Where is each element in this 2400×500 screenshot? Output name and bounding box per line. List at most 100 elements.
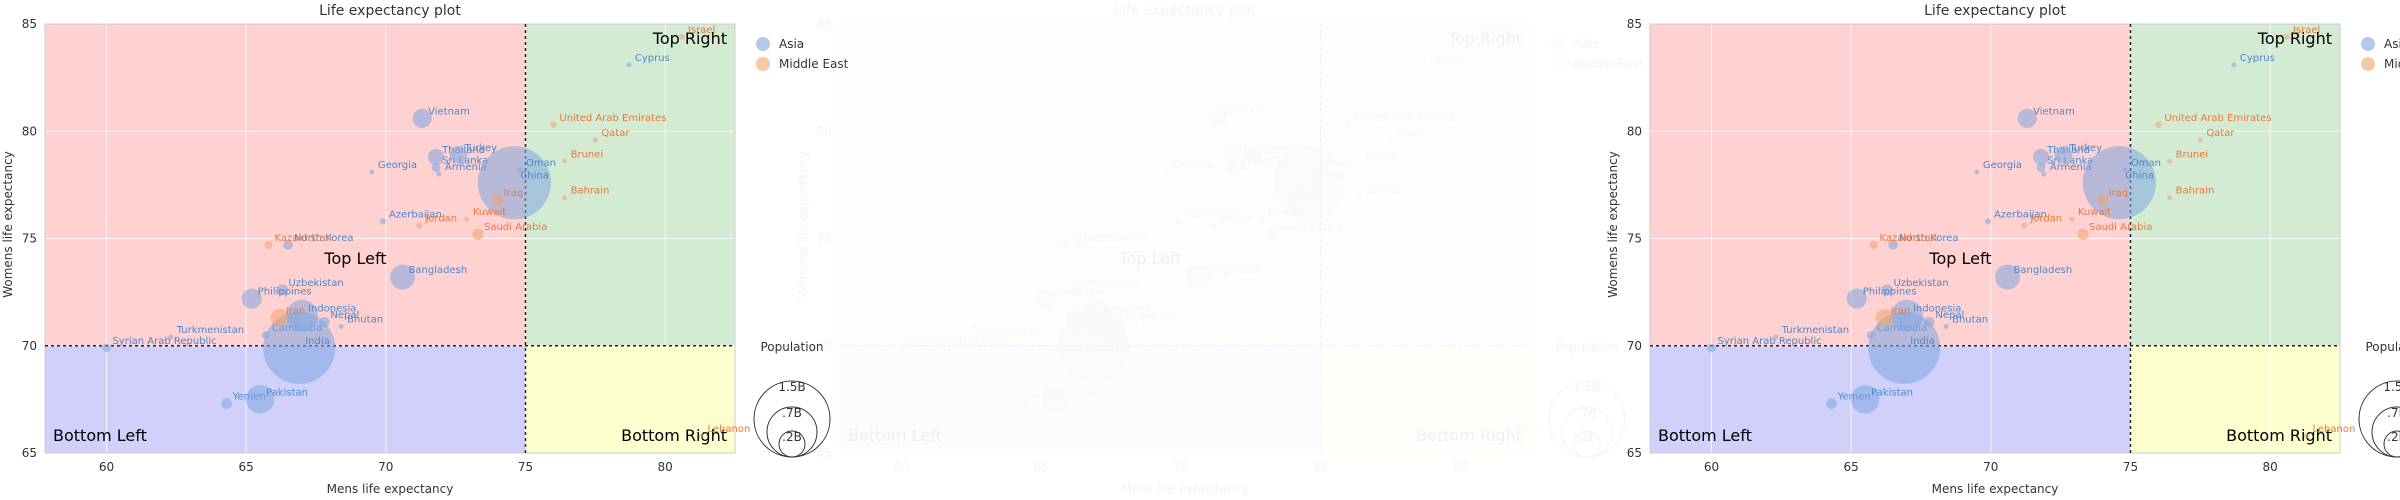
data-point-label: Jordan — [1219, 214, 1252, 225]
y-tick-label: 80 — [1627, 124, 1642, 138]
quadrant-label-bottom-right: Bottom Right — [621, 426, 727, 445]
size-legend-label: .2B — [2387, 430, 2400, 444]
data-point — [1846, 288, 1867, 309]
data-point-label: Georgia — [378, 160, 417, 171]
middle-panel: 60 65 70 75 80 65 70 75 80 85 Life expectancy plot… — [796, 3, 1644, 496]
size-legend-label: .2B — [1577, 430, 1597, 444]
data-point-label: Saudi Arabia — [1279, 222, 1342, 233]
data-point — [1868, 311, 1941, 384]
data-point — [2032, 148, 2050, 166]
data-point-label: Saudi Arabia — [2089, 222, 2152, 233]
data-point-label: Jordan — [2029, 214, 2062, 225]
data-point-label: Qatar — [2206, 128, 2235, 139]
data-point-label: Indonesia — [308, 304, 356, 315]
data-point-label: Bangladesh — [409, 265, 468, 276]
quadrant-label-top-left: Top Left — [1928, 249, 1991, 268]
data-point-label: Turkey — [1258, 143, 1292, 154]
size-legend-label: 1.5B — [1573, 380, 1600, 394]
data-point-label: Uzbekistan — [1893, 278, 1948, 289]
data-point — [472, 228, 484, 240]
legend-entry: Asia — [2384, 37, 2400, 51]
data-point-label: Pakistan — [1061, 387, 1103, 398]
data-point-label: Vietnam — [2033, 106, 2075, 117]
data-point — [2155, 121, 2162, 128]
x-tick-label: 75 — [518, 460, 533, 474]
y-tick-label: 70 — [817, 339, 832, 353]
data-point — [2017, 108, 2037, 128]
data-point — [379, 218, 387, 225]
size-legend-label: .7B — [1577, 406, 1597, 420]
data-point-label: Turkey — [463, 143, 497, 154]
quadrant-bottom-right-bg — [1320, 345, 1530, 453]
data-point-label: Philippines — [258, 287, 312, 298]
data-point — [517, 167, 523, 173]
data-point — [1134, 324, 1139, 329]
data-point-label: Pakistan — [266, 387, 308, 398]
chart-title: Life expectancy plot — [1924, 3, 2066, 19]
data-point — [897, 344, 906, 353]
quadrant-top-right-bg — [1320, 24, 1530, 346]
data-point-label: China — [520, 171, 549, 182]
data-point — [102, 343, 111, 353]
x-tick-label: 70 — [378, 460, 393, 474]
data-point-label: Sri Lanka — [1237, 156, 1283, 167]
quadrant-label-bottom-left: Bottom Left — [1658, 426, 1752, 445]
data-point — [562, 158, 568, 164]
data-point-label: Vietnam — [428, 106, 470, 117]
data-point-label: Iraq — [1299, 188, 1319, 199]
data-point — [1345, 122, 1351, 128]
data-point — [1773, 334, 1779, 340]
data-point — [168, 334, 174, 340]
data-point-label: North Korea — [1899, 233, 1959, 244]
data-point — [963, 335, 968, 340]
size-legend-circle — [1548, 380, 1626, 458]
data-point-label: Georgia — [1983, 160, 2022, 171]
data-point — [2303, 433, 2309, 439]
x-tick-label: 75 — [1313, 460, 1328, 474]
data-point-label: Brunei — [571, 149, 604, 160]
x-tick-label: 70 — [1173, 460, 1188, 474]
size-legend-title: Population — [2365, 340, 2400, 354]
data-point-label: Nepal — [330, 310, 359, 321]
data-point — [270, 308, 289, 327]
data-point-label: Israel — [2293, 25, 2320, 36]
quadrant-label-bottom-right: Bottom Right — [2226, 426, 2332, 445]
legend-marker — [2361, 37, 2375, 51]
data-point — [1287, 194, 1299, 206]
y-axis-title: Womens life expectancy — [1, 151, 15, 298]
data-point — [562, 195, 568, 201]
data-point-label: Bangladesh — [2014, 265, 2073, 276]
x-tick-label: 60 — [1704, 460, 1719, 474]
data-point-label: India — [305, 336, 330, 347]
data-point-label: Kazakhstan — [1879, 233, 1937, 244]
data-point — [2122, 167, 2128, 173]
data-point — [1943, 323, 1949, 329]
legend-marker — [2361, 57, 2375, 71]
data-point-label: Bhutan — [1952, 314, 1988, 325]
data-point-label: Nepal — [1125, 310, 1154, 321]
data-point-label: Iraq — [504, 188, 524, 199]
data-point-label: Syrian Arab Republic — [112, 336, 216, 347]
data-point — [2231, 62, 2237, 68]
data-point-label: Sri Lanka — [2047, 156, 2093, 167]
data-point — [245, 385, 275, 414]
data-point-label: Israel — [688, 25, 715, 36]
chart-title: Life expectancy plot — [319, 3, 461, 19]
data-point — [1707, 343, 1716, 353]
data-point-label: Brunei — [1366, 149, 1399, 160]
y-tick-label: 75 — [817, 232, 832, 246]
quadrant-label-top-left: Top Left — [1118, 249, 1181, 268]
data-point — [1826, 398, 1837, 410]
y-tick-label: 65 — [817, 446, 832, 460]
data-point-label: Kuwait — [1268, 207, 1301, 218]
size-legend-title: Population — [1555, 340, 1618, 354]
plot-frame — [44, 23, 736, 454]
data-point — [2197, 137, 2203, 143]
data-point — [1494, 433, 1499, 438]
data-point — [1888, 240, 1898, 250]
data-point — [427, 148, 445, 166]
data-point — [390, 264, 416, 290]
data-point-label: Israel — [1483, 25, 1510, 36]
data-point — [1881, 284, 1894, 296]
